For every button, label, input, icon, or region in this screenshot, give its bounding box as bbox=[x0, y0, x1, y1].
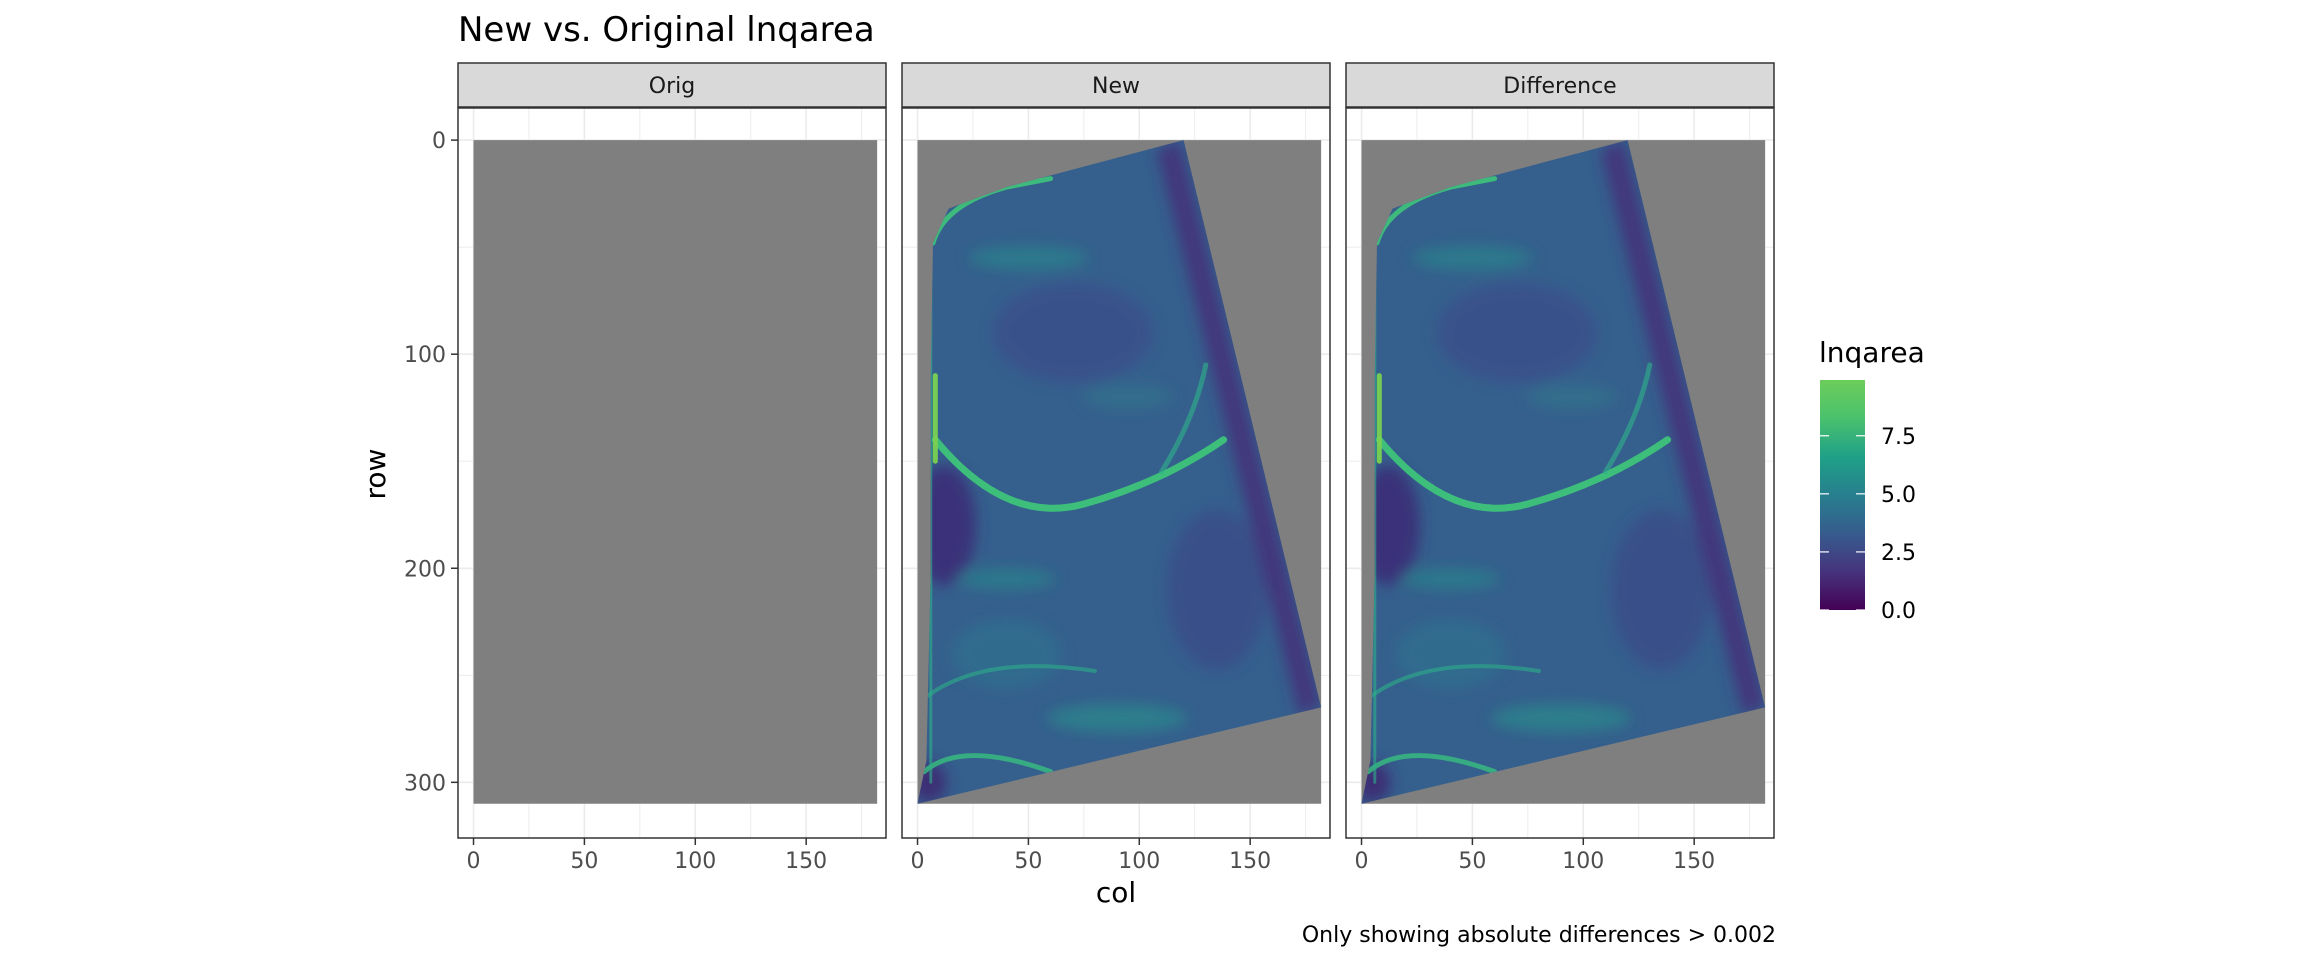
facet-strip bbox=[1345, 62, 1775, 108]
x-axis-label: col bbox=[1096, 876, 1136, 909]
y-axis-label: row bbox=[359, 449, 392, 500]
legend-tick-label: 5.0 bbox=[1881, 483, 1916, 508]
x-tick-label: 150 bbox=[1673, 849, 1715, 874]
facet-strip bbox=[457, 62, 887, 108]
panel-border bbox=[901, 107, 1331, 839]
legend-tick-label: 0.0 bbox=[1881, 599, 1916, 624]
x-tick-label: 0 bbox=[911, 849, 925, 874]
caption: Only showing absolute differences > 0.00… bbox=[1302, 923, 1776, 948]
panel-orig: Orig 0 50 100 150 bbox=[457, 62, 887, 874]
x-tick-label: 100 bbox=[1118, 849, 1160, 874]
y-tick-label: 300 bbox=[404, 771, 446, 796]
facet-strip-label: Orig bbox=[649, 74, 695, 99]
y-tick-label: 100 bbox=[404, 343, 446, 368]
legend: lnqarea 0.0 2.5 5.0 7.5 bbox=[1819, 336, 1925, 624]
y-tick-label: 200 bbox=[404, 557, 446, 582]
x-tick-label: 150 bbox=[785, 849, 827, 874]
x-ticks: 0 50 100 150 bbox=[911, 838, 1271, 874]
x-tick-label: 50 bbox=[570, 849, 598, 874]
y-axis: 0 100 200 300 row bbox=[359, 129, 458, 796]
x-tick-label: 150 bbox=[1229, 849, 1271, 874]
x-ticks: 0 50 100 150 bbox=[1355, 838, 1715, 874]
facet-strip bbox=[901, 62, 1331, 108]
facet-strip-label: New bbox=[1092, 74, 1140, 99]
x-tick-label: 100 bbox=[674, 849, 716, 874]
legend-ticks: 0.0 2.5 5.0 7.5 bbox=[1820, 425, 1916, 624]
panel-border bbox=[457, 107, 887, 839]
legend-tick-label: 7.5 bbox=[1881, 425, 1916, 450]
raster-values bbox=[917, 140, 1322, 804]
legend-title: lnqarea bbox=[1819, 336, 1925, 369]
facet-strip-label: Difference bbox=[1503, 74, 1616, 99]
legend-tick-label: 2.5 bbox=[1881, 541, 1916, 566]
panel-difference: Difference 0 50 100 150 bbox=[1345, 62, 1775, 874]
x-tick-label: 100 bbox=[1562, 849, 1604, 874]
chart-title: New vs. Original lnqarea bbox=[458, 10, 875, 50]
x-tick-label: 0 bbox=[467, 849, 481, 874]
panel-border bbox=[1345, 107, 1775, 839]
y-tick-labels: 0 100 200 300 bbox=[404, 129, 458, 796]
panel-new: New 0 50 100 150 bbox=[901, 62, 1331, 874]
y-tick-label: 0 bbox=[432, 129, 446, 154]
x-tick-label: 50 bbox=[1014, 849, 1042, 874]
x-ticks: 0 50 100 150 bbox=[467, 838, 827, 874]
x-tick-label: 50 bbox=[1458, 849, 1486, 874]
panels: Orig 0 50 100 150 New 0 50 100 150 Difference 0 50 10… bbox=[457, 62, 1775, 874]
raster-na-area bbox=[473, 140, 878, 804]
x-tick-label: 0 bbox=[1355, 849, 1369, 874]
legend-colorbar bbox=[1820, 380, 1865, 610]
